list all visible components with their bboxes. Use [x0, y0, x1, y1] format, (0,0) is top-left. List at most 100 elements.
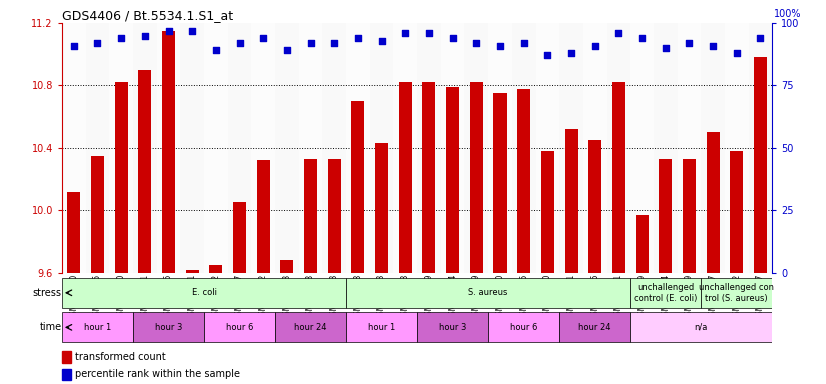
Point [162, 28, 175, 34]
Point [683, 40, 696, 46]
Point [422, 30, 435, 36]
Bar [464, 23, 488, 273]
Point [91, 40, 104, 46]
Text: percentile rank within the sample: percentile rank within the sample [74, 369, 240, 379]
Bar [417, 23, 441, 273]
Bar [488, 312, 559, 343]
Bar [493, 93, 506, 273]
Point [470, 40, 483, 46]
Bar [422, 82, 435, 273]
Point [209, 48, 222, 54]
Bar [280, 260, 293, 273]
Point [375, 38, 388, 44]
Bar [393, 23, 417, 273]
Bar [157, 23, 180, 273]
Bar [275, 23, 299, 273]
Point [446, 35, 459, 41]
Bar [730, 151, 743, 273]
Bar [62, 312, 133, 343]
Bar [91, 156, 104, 273]
Text: stress: stress [32, 288, 61, 298]
Bar [204, 312, 275, 343]
Bar [470, 82, 483, 273]
Text: GDS4406 / Bt.5534.1.S1_at: GDS4406 / Bt.5534.1.S1_at [62, 9, 233, 22]
Text: hour 3: hour 3 [439, 323, 467, 332]
Bar [630, 312, 772, 343]
Bar [346, 23, 370, 273]
Point [304, 40, 317, 46]
Bar [725, 23, 748, 273]
Bar [257, 160, 270, 273]
Bar [517, 89, 530, 273]
Bar [659, 159, 672, 273]
Point [754, 35, 767, 41]
Bar [512, 23, 535, 273]
Bar [612, 82, 625, 273]
Bar [583, 23, 606, 273]
Point [730, 50, 743, 56]
Bar [209, 265, 222, 273]
Text: E. coli: E. coli [192, 288, 216, 297]
Bar [233, 202, 246, 273]
Bar [186, 270, 199, 273]
Bar [251, 23, 275, 273]
Point [517, 40, 530, 46]
Text: hour 24: hour 24 [294, 323, 327, 332]
Point [588, 43, 601, 49]
Bar [86, 23, 109, 273]
Bar [62, 278, 346, 308]
Bar [564, 129, 577, 273]
Bar [328, 159, 341, 273]
Bar [654, 23, 677, 273]
Point [115, 35, 128, 41]
Point [635, 35, 648, 41]
Text: time: time [40, 322, 61, 333]
Bar [62, 351, 71, 363]
Bar [535, 23, 559, 273]
Point [328, 40, 341, 46]
Text: hour 1: hour 1 [368, 323, 395, 332]
Bar [370, 23, 393, 273]
Point [280, 48, 293, 54]
Bar [115, 82, 128, 273]
Text: S. aureus: S. aureus [468, 288, 508, 297]
Text: 100%: 100% [774, 9, 801, 19]
Bar [701, 278, 772, 308]
Bar [706, 132, 719, 273]
Bar [488, 23, 512, 273]
Bar [541, 151, 554, 273]
Bar [62, 369, 71, 380]
Bar [346, 312, 417, 343]
Bar [346, 278, 630, 308]
Bar [133, 23, 157, 273]
Bar [304, 159, 317, 273]
Point [706, 43, 719, 49]
Bar [138, 70, 151, 273]
Bar [630, 23, 654, 273]
Point [257, 35, 270, 41]
Point [612, 30, 625, 36]
Bar [375, 143, 388, 273]
Bar [67, 192, 80, 273]
Bar [754, 57, 767, 273]
Bar [635, 215, 648, 273]
Text: hour 6: hour 6 [510, 323, 538, 332]
Bar [588, 140, 601, 273]
Point [138, 33, 151, 39]
Bar [446, 87, 459, 273]
Point [493, 43, 506, 49]
Bar [677, 23, 701, 273]
Text: transformed count: transformed count [74, 352, 165, 362]
Point [186, 28, 199, 34]
Bar [275, 312, 346, 343]
Bar [204, 23, 228, 273]
Bar [559, 312, 630, 343]
Bar [133, 312, 204, 343]
Bar [180, 23, 204, 273]
Bar [351, 101, 364, 273]
Point [67, 43, 80, 49]
Point [351, 35, 364, 41]
Bar [606, 23, 630, 273]
Bar [322, 23, 346, 273]
Bar [701, 23, 725, 273]
